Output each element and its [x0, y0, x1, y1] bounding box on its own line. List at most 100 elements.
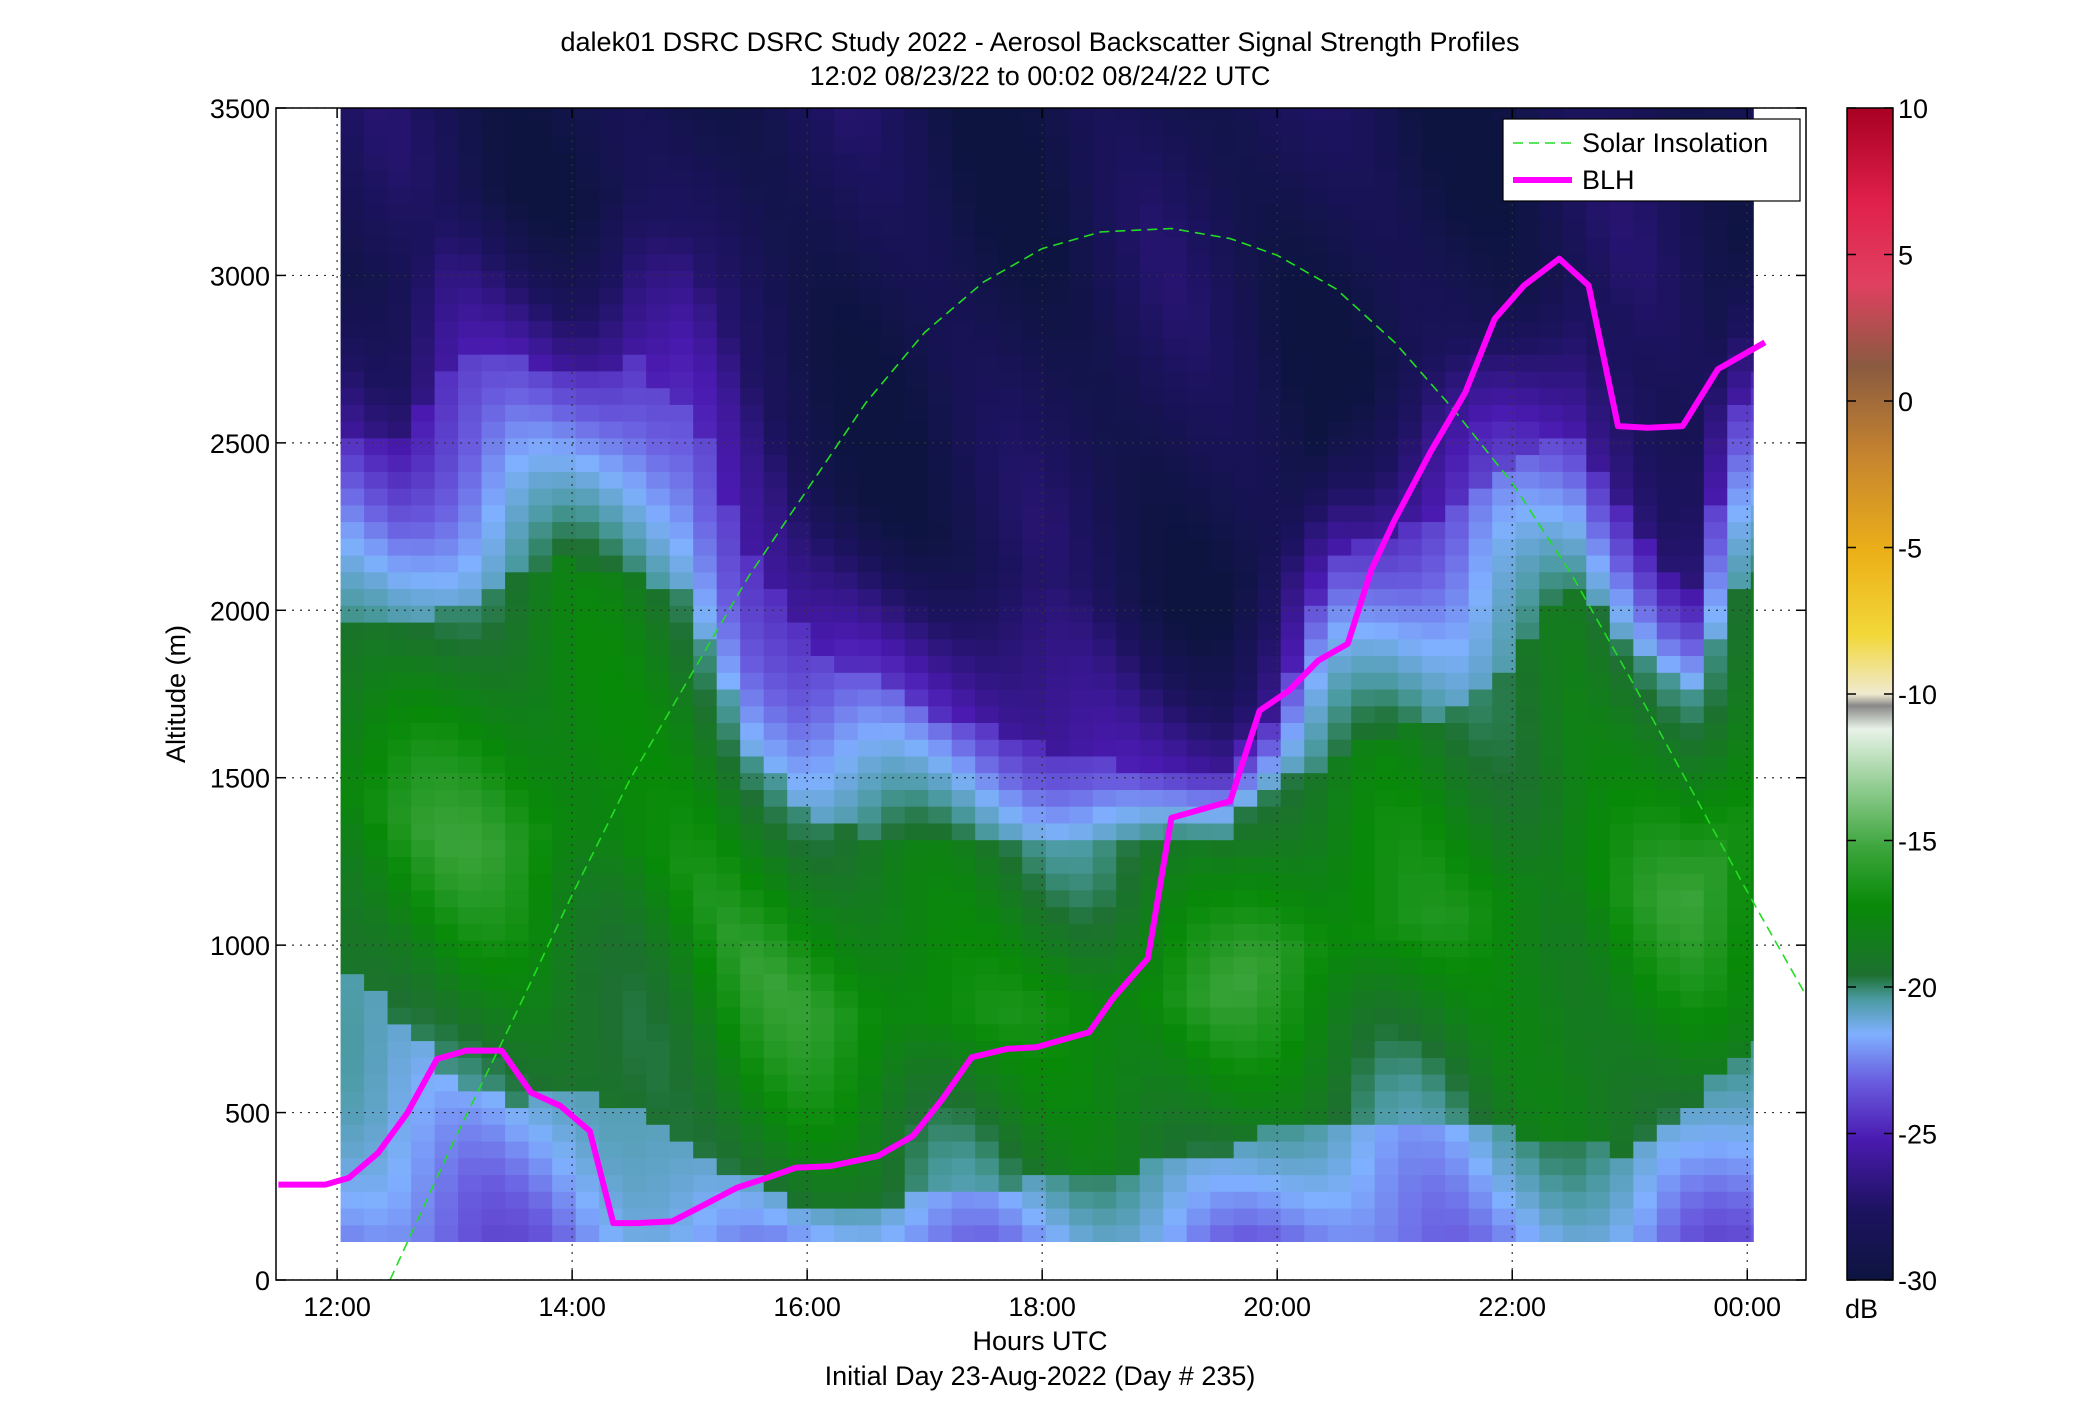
heatmap-cell — [787, 454, 812, 472]
heatmap-cell — [1703, 889, 1728, 908]
heatmap-cell — [928, 822, 953, 841]
heatmap-cell — [975, 588, 1000, 606]
heatmap-cell — [364, 588, 389, 606]
heatmap-cell — [669, 387, 694, 405]
heatmap-cell — [1680, 940, 1705, 958]
heatmap-cell — [1609, 287, 1634, 305]
heatmap-cell — [1092, 1141, 1117, 1159]
heatmap-cell — [1703, 605, 1728, 623]
heatmap-cell — [1069, 705, 1094, 723]
heatmap-cell — [1727, 956, 1752, 975]
heatmap-cell — [1633, 973, 1658, 991]
heatmap-cell — [1163, 722, 1188, 740]
heatmap-cell — [505, 672, 530, 690]
heatmap-cell — [411, 739, 436, 757]
heatmap-cell — [1139, 822, 1164, 841]
heatmap-cell — [1304, 1057, 1329, 1075]
heatmap-cell — [1022, 454, 1047, 472]
heatmap-cell — [693, 270, 718, 288]
heatmap-cell — [1398, 588, 1423, 606]
heatmap-cell — [528, 471, 553, 489]
heatmap-cell — [1210, 203, 1235, 221]
heatmap-cell — [1022, 638, 1047, 656]
heatmap-cell — [387, 1224, 412, 1242]
heatmap-cell — [552, 303, 577, 322]
heatmap-cell — [1186, 119, 1211, 137]
heatmap-cell — [1210, 1040, 1235, 1058]
heatmap-cell — [951, 1141, 976, 1159]
heatmap-cell — [1351, 136, 1376, 154]
heatmap-cell — [716, 220, 741, 238]
heatmap-cell — [1468, 1007, 1493, 1025]
heatmap-cell — [810, 655, 835, 673]
heatmap-cell — [1562, 287, 1587, 305]
heatmap-cell — [1116, 571, 1141, 590]
heatmap-cell — [481, 990, 506, 1008]
heatmap-cell — [1656, 956, 1681, 975]
heatmap-cell — [1374, 1157, 1399, 1176]
heatmap-cell — [599, 119, 624, 137]
heatmap-cell — [1586, 1208, 1611, 1226]
heatmap-cell — [1374, 1074, 1399, 1092]
heatmap-cell — [411, 488, 436, 506]
heatmap-cell — [881, 571, 906, 590]
heatmap-cell — [646, 471, 671, 489]
heatmap-cell — [1609, 437, 1634, 456]
heatmap-cell — [1069, 755, 1094, 774]
heatmap-cell — [1468, 672, 1493, 690]
heatmap-cell — [1092, 789, 1117, 807]
heatmap-cell — [998, 454, 1023, 472]
heatmap-cell — [1186, 605, 1211, 623]
heatmap-cell — [740, 705, 765, 723]
heatmap-cell — [1421, 1157, 1446, 1176]
series-lines — [278, 227, 1806, 1280]
heatmap-cell — [1116, 1023, 1141, 1042]
heatmap-cell — [1351, 504, 1376, 523]
heatmap-cell — [1445, 203, 1470, 221]
heatmap-cell — [975, 705, 1000, 723]
heatmap-cell — [1092, 253, 1117, 271]
heatmap-cell — [1163, 370, 1188, 389]
heatmap-cell — [810, 705, 835, 723]
heatmap-cell — [928, 772, 953, 790]
heatmap-cell — [928, 1208, 953, 1226]
heatmap-cell — [1609, 940, 1634, 958]
heatmap-cell — [528, 236, 553, 255]
heatmap-cell — [1515, 1208, 1540, 1226]
heatmap-cell — [1374, 320, 1399, 338]
heatmap-cell — [716, 437, 741, 456]
heatmap-cell — [411, 119, 436, 137]
heatmap-cell — [1421, 303, 1446, 322]
heatmap-cell — [1633, 856, 1658, 874]
heatmap-cell — [763, 822, 788, 841]
heatmap-cell — [1421, 990, 1446, 1008]
heatmap-cell — [1280, 990, 1305, 1008]
heatmap-cell — [1116, 672, 1141, 690]
heatmap-cell — [928, 923, 953, 941]
heatmap-cell — [1257, 354, 1282, 372]
heatmap-cell — [1022, 203, 1047, 221]
heatmap-cell — [1398, 839, 1423, 857]
heatmap-cell — [364, 253, 389, 271]
heatmap-cell — [1045, 1090, 1070, 1109]
heatmap-cell — [1727, 454, 1752, 472]
heatmap-cell — [740, 354, 765, 372]
heatmap-cell — [740, 136, 765, 154]
heatmap-cell — [1633, 789, 1658, 807]
heatmap-cell — [951, 789, 976, 807]
heatmap-cell — [693, 220, 718, 238]
heatmap-cell — [857, 108, 882, 121]
heatmap-cell — [1562, 856, 1587, 874]
heatmap-cell — [481, 1007, 506, 1025]
heatmap-cell — [904, 940, 929, 958]
heatmap-cell — [1163, 287, 1188, 305]
heatmap-cell — [505, 119, 530, 137]
heatmap-cell — [1163, 588, 1188, 606]
heatmap-cell — [1163, 1107, 1188, 1125]
heatmap-cell — [1680, 739, 1705, 757]
heatmap-cell — [928, 186, 953, 204]
heatmap-cell — [1374, 153, 1399, 171]
heatmap-cell — [763, 270, 788, 288]
heatmap-cell — [1539, 755, 1564, 774]
